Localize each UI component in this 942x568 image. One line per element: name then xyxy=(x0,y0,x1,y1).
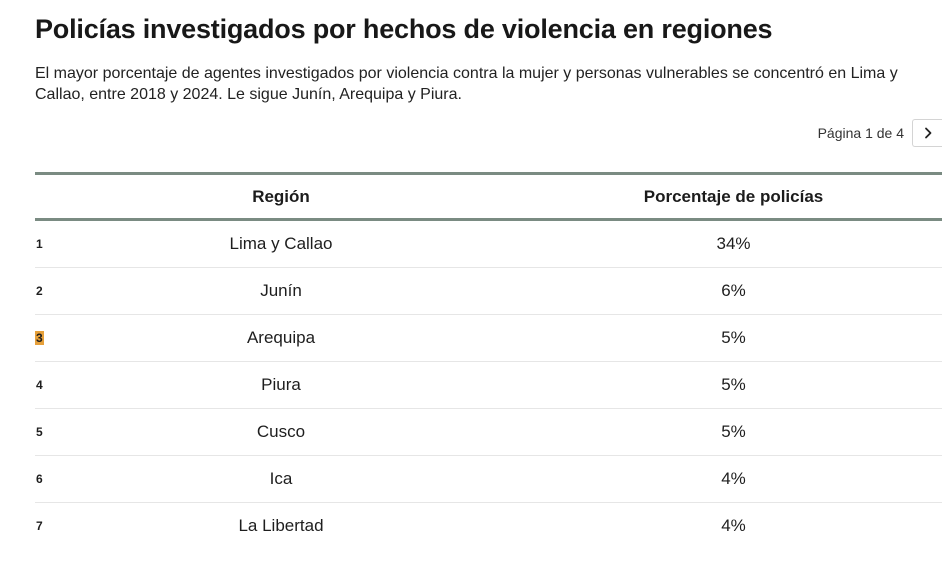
cell-percentage: 6% xyxy=(721,281,746,300)
row-rank-label: 7 xyxy=(36,519,43,533)
row-rank-label: 1 xyxy=(36,237,43,251)
cell-percentage: 5% xyxy=(721,375,746,394)
cell-percentage: 5% xyxy=(721,328,746,347)
data-table: Región Porcentaje de policías 1 Lima y Ca… xyxy=(35,172,942,549)
row-rank: 5 xyxy=(35,409,44,455)
row-rank: 7 xyxy=(35,503,44,549)
table-row: 4 Piura 5% xyxy=(35,362,942,409)
pagination-label: Página 1 de 4 xyxy=(817,125,904,141)
table-header: Región Porcentaje de policías xyxy=(35,172,942,221)
cell-percentage: 4% xyxy=(721,469,746,488)
row-rank: 6 xyxy=(35,456,44,502)
table-body: 1 Lima y Callao 34% 2 Junín 6% 3 Arequipa 5% 4 Piu… xyxy=(35,221,942,549)
row-rank-label: 5 xyxy=(36,425,43,439)
cell-region: Arequipa xyxy=(246,328,316,347)
row-rank-label: 3 xyxy=(35,331,44,345)
cell-region: Lima y Callao xyxy=(229,234,333,253)
pagination: Página 1 de 4 xyxy=(818,118,942,148)
table-row: 3 Arequipa 5% xyxy=(35,315,942,362)
cell-region: Ica xyxy=(269,469,293,488)
row-rank-label: 2 xyxy=(36,284,43,298)
row-rank: 1 xyxy=(35,221,44,267)
next-page-button[interactable] xyxy=(912,119,942,147)
cell-percentage: 34% xyxy=(716,234,751,253)
table-row: 6 Ica 4% xyxy=(35,456,942,503)
row-rank-label: 6 xyxy=(36,472,43,486)
row-rank: 2 xyxy=(35,268,44,314)
table-row: 1 Lima y Callao 34% xyxy=(35,221,942,268)
cell-region: Cusco xyxy=(256,422,306,441)
cell-region: Junín xyxy=(260,281,302,300)
row-rank: 3 xyxy=(35,315,44,361)
cell-region: La Libertad xyxy=(238,516,324,535)
chevron-right-icon xyxy=(924,127,931,139)
cell-percentage: 5% xyxy=(721,422,746,441)
table-row: 2 Junín 6% xyxy=(35,268,942,315)
row-rank-label: 4 xyxy=(36,378,43,392)
column-header-region[interactable]: Región xyxy=(252,187,310,206)
chart-title: Policías investigados por hechos de viol… xyxy=(35,14,773,44)
table-row: 7 La Libertad 4% xyxy=(35,503,942,549)
table-row: 5 Cusco 5% xyxy=(35,409,942,456)
column-header-percentage[interactable]: Porcentaje de policías xyxy=(643,187,824,206)
cell-region: Piura xyxy=(261,375,301,394)
row-rank: 4 xyxy=(35,362,44,408)
cell-percentage: 4% xyxy=(721,516,746,535)
chart-subtitle: El mayor porcentaje de agentes investiga… xyxy=(35,65,898,103)
